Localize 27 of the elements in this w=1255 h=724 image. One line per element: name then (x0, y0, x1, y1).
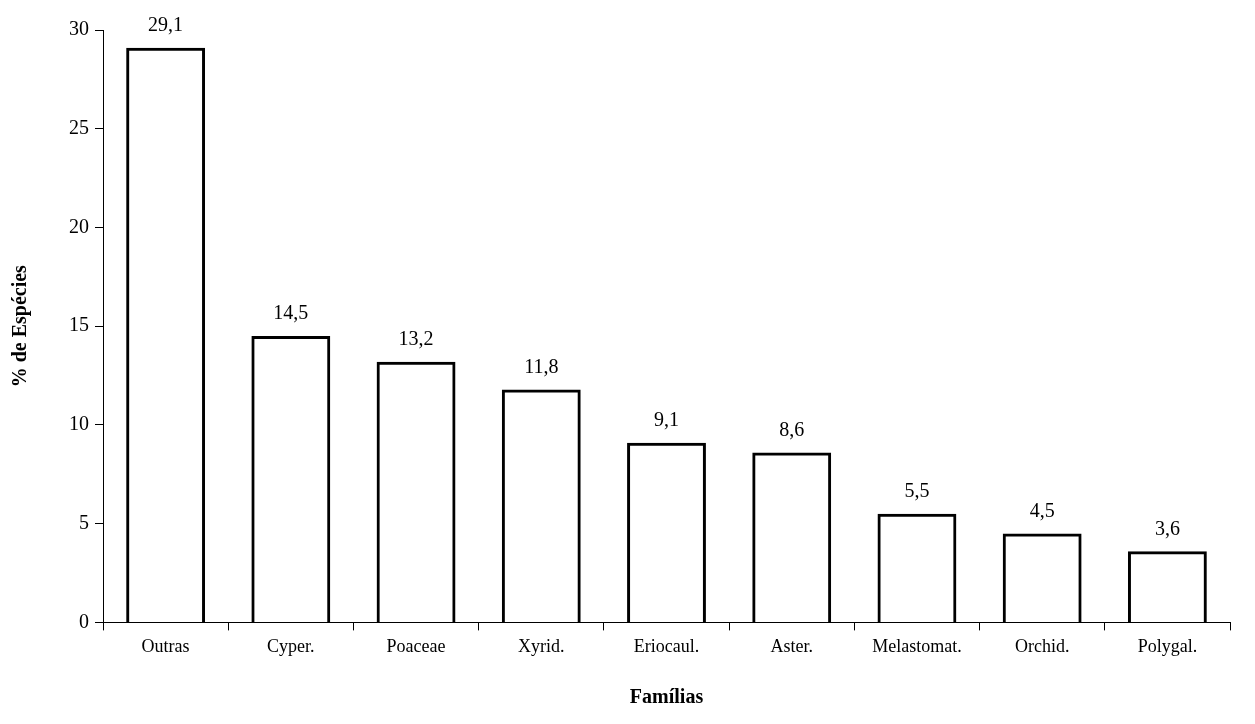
y-tick-label: 20 (69, 214, 89, 237)
data-label: 4,5 (1029, 498, 1055, 521)
x-axis-title: Famílias (629, 685, 704, 708)
data-label: 11,8 (524, 354, 559, 377)
y-tick-label: 30 (69, 17, 89, 40)
data-label: 9,1 (654, 407, 679, 430)
data-label: 14,5 (273, 301, 309, 324)
data-label: 8,6 (779, 417, 805, 440)
x-tick-label: Polygal. (1137, 635, 1198, 656)
y-tick-label: 5 (79, 510, 89, 533)
x-tick-label: Outras (141, 635, 190, 656)
data-label: 3,6 (1154, 516, 1180, 539)
x-tick-label: Melastomat. (872, 635, 962, 656)
y-tick-label: 25 (69, 115, 89, 138)
x-tick-label: Aster. (770, 635, 813, 656)
x-tick-label: Orchid. (1014, 635, 1070, 656)
data-label: 5,5 (904, 479, 930, 502)
y-tick-label: 10 (69, 412, 89, 435)
y-axis-title: % de Espécies (8, 264, 32, 388)
y-tick-label: 0 (79, 609, 89, 632)
x-tick-label: Cyper. (267, 635, 315, 656)
data-label: 29,1 (148, 13, 184, 36)
x-tick-label: Xyrid. (518, 635, 565, 656)
data-label: 13,2 (398, 326, 434, 349)
y-tick-label: 15 (69, 313, 89, 336)
x-tick-label: Poaceae (386, 635, 446, 656)
x-tick-label: Eriocaul. (633, 635, 700, 656)
